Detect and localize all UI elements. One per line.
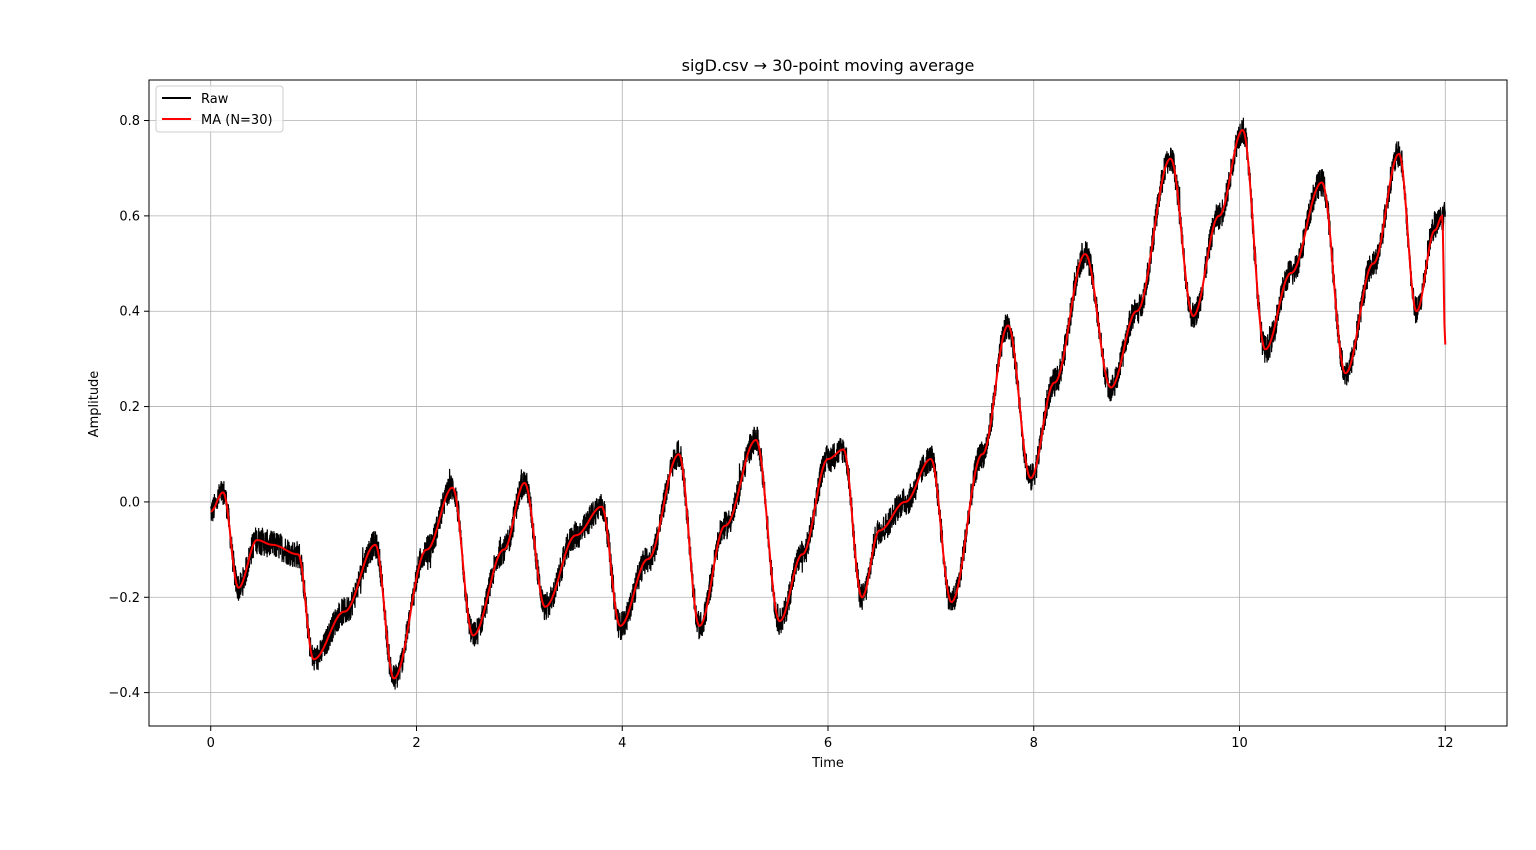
x-tick-label: 0: [207, 736, 215, 751]
y-tick-label: 0.6: [119, 209, 140, 224]
x-axis: 0 2 4 6 8 10 12: [207, 726, 1454, 751]
legend: Raw MA (N=30): [155, 85, 284, 133]
chart-title: sigD.csv → 30-point moving average: [682, 56, 975, 75]
x-tick-label: 6: [824, 736, 832, 751]
plot-area: [210, 117, 1447, 690]
x-tick-label: 4: [618, 736, 626, 751]
x-tick-label: 8: [1030, 736, 1038, 751]
y-tick-label: 0.2: [119, 400, 140, 415]
x-tick-label: 2: [412, 736, 420, 751]
x-tick-label: 12: [1437, 736, 1454, 751]
series-raw-line: [210, 117, 1446, 690]
y-axis: −0.4 −0.2 0.0 0.2 0.4 0.6 0.8: [108, 114, 149, 701]
x-tick-label: 10: [1231, 736, 1248, 751]
x-grid: [210, 80, 1446, 726]
legend-raw-label: Raw: [201, 92, 229, 107]
y-grid: [149, 120, 1507, 694]
y-axis-label: Amplitude: [87, 371, 102, 438]
y-tick-label: 0.4: [119, 305, 140, 320]
y-tick-label: 0.0: [119, 495, 140, 510]
y-tick-label: −0.2: [108, 591, 140, 606]
legend-ma-label: MA (N=30): [201, 113, 273, 128]
x-axis-label: Time: [811, 756, 844, 771]
y-tick-label: −0.4: [108, 686, 140, 701]
series-ma-line: [210, 129, 1447, 680]
y-tick-label: 0.8: [119, 114, 140, 129]
